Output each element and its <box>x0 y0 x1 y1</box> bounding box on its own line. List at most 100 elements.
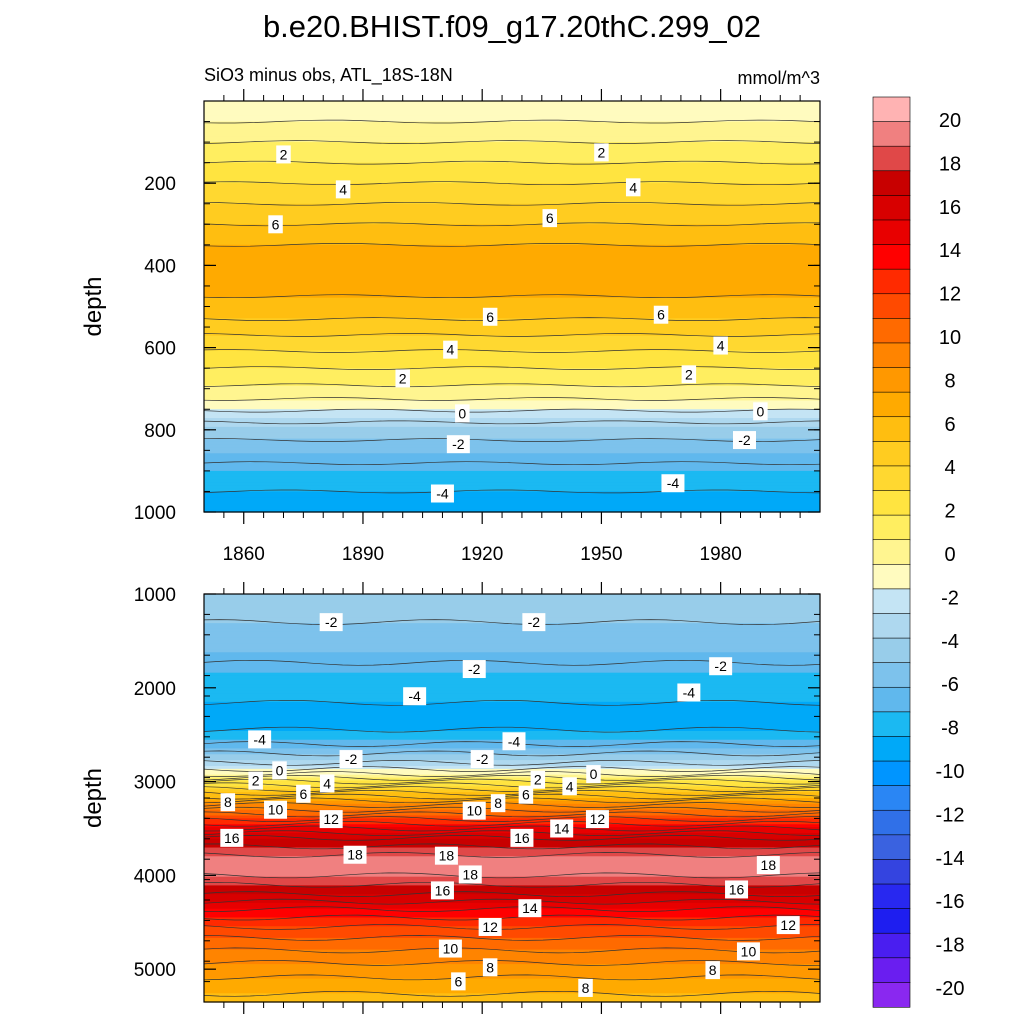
field-band <box>204 771 820 776</box>
field-band <box>204 646 820 650</box>
field-band <box>204 605 820 610</box>
field-band <box>204 136 820 140</box>
field-band <box>204 777 820 782</box>
colorbar-box <box>872 834 911 861</box>
contour-line <box>203 778 821 785</box>
colorbar-label: 20 <box>939 110 961 132</box>
contour-label: 18 <box>439 848 455 864</box>
contour-label-bg <box>625 178 641 197</box>
field-band <box>204 818 820 822</box>
field-band <box>204 379 820 384</box>
contour-label-bg <box>510 828 534 847</box>
field-band <box>204 876 820 881</box>
contour-label: 6 <box>454 973 462 989</box>
contour-label: 4 <box>717 338 725 354</box>
contour-label-bg <box>248 730 272 749</box>
field-band <box>204 470 820 475</box>
contour-label-bg <box>522 613 546 632</box>
field-band <box>204 628 820 633</box>
field-band <box>204 236 820 240</box>
field-band <box>204 803 820 808</box>
field-band <box>204 112 820 117</box>
contour-label-bg <box>319 613 343 632</box>
contour-label: 8 <box>494 795 502 811</box>
field-band <box>204 256 820 261</box>
field-band <box>204 391 820 396</box>
colorbar-label: -14 <box>936 848 965 870</box>
contour-label: -4 <box>683 684 696 700</box>
field-band <box>204 824 820 828</box>
colorbar-box <box>872 170 911 196</box>
contour-label: -4 <box>408 688 421 704</box>
contour-label: 0 <box>756 403 764 419</box>
contour-line <box>203 872 821 879</box>
field-band <box>204 934 820 939</box>
contour-label: -2 <box>714 658 727 674</box>
colorbar-box <box>872 514 911 541</box>
field-band <box>204 177 820 181</box>
field-band <box>204 259 820 264</box>
field-band <box>204 672 820 677</box>
field-band <box>204 707 820 712</box>
field-band <box>204 476 820 481</box>
contour-label-bg <box>478 917 502 936</box>
contour-line <box>203 317 821 321</box>
contour-label: 16 <box>514 830 530 846</box>
field-band <box>204 174 820 178</box>
field-band <box>204 192 820 196</box>
contour-label-bg <box>438 939 462 958</box>
field-band <box>204 763 820 767</box>
colorbar-label: 18 <box>939 153 961 175</box>
contour-line <box>203 333 821 337</box>
y-tick-label: 3000 <box>134 773 176 794</box>
contour-label-bg <box>248 771 263 790</box>
field-band <box>204 902 820 907</box>
field-band <box>204 338 820 343</box>
x-tick-label: 1980 <box>700 544 742 565</box>
contour-label: 2 <box>399 370 407 386</box>
field-band <box>204 350 820 355</box>
contour-label-bg <box>319 774 335 793</box>
field-band <box>204 943 820 948</box>
contour-label-bg <box>502 732 526 751</box>
field-band <box>204 438 820 443</box>
contour-line <box>203 699 821 706</box>
field-band <box>204 200 820 205</box>
field-band <box>204 789 820 793</box>
field-band <box>204 324 820 328</box>
contour-line <box>203 294 821 299</box>
contour-label: 12 <box>590 811 606 827</box>
field-band <box>204 215 820 220</box>
field-band <box>204 908 820 913</box>
contour-line <box>203 760 821 766</box>
field-band <box>204 932 820 936</box>
field-band <box>204 109 820 114</box>
contour-label-bg <box>220 793 236 812</box>
contour-label-bg <box>490 794 506 813</box>
field-band <box>204 958 820 962</box>
field-band <box>204 262 820 266</box>
field-band <box>204 865 820 869</box>
colorbar-box <box>872 859 911 885</box>
contour-label: 8 <box>582 980 590 996</box>
field-band <box>204 321 820 325</box>
contour-label-bg <box>585 810 609 829</box>
field-band <box>204 506 820 510</box>
field-band <box>204 891 820 895</box>
field-band <box>204 678 820 683</box>
contour-line <box>203 726 821 733</box>
field-band <box>204 964 820 968</box>
contour-label: 6 <box>299 786 307 802</box>
contour-label-bg <box>455 404 470 423</box>
field-band <box>204 426 820 431</box>
field-band <box>204 145 820 149</box>
field-band <box>204 815 820 819</box>
field-band <box>204 914 820 919</box>
field-band <box>204 655 820 659</box>
contour-line <box>203 924 821 930</box>
colorbar: 20181614121086420-2-4-6-8-10-12-14-16-18… <box>872 96 965 1008</box>
contour-label: 6 <box>522 787 530 803</box>
field-band <box>204 969 820 974</box>
contour-label: 18 <box>761 857 777 873</box>
field-band <box>204 277 820 281</box>
